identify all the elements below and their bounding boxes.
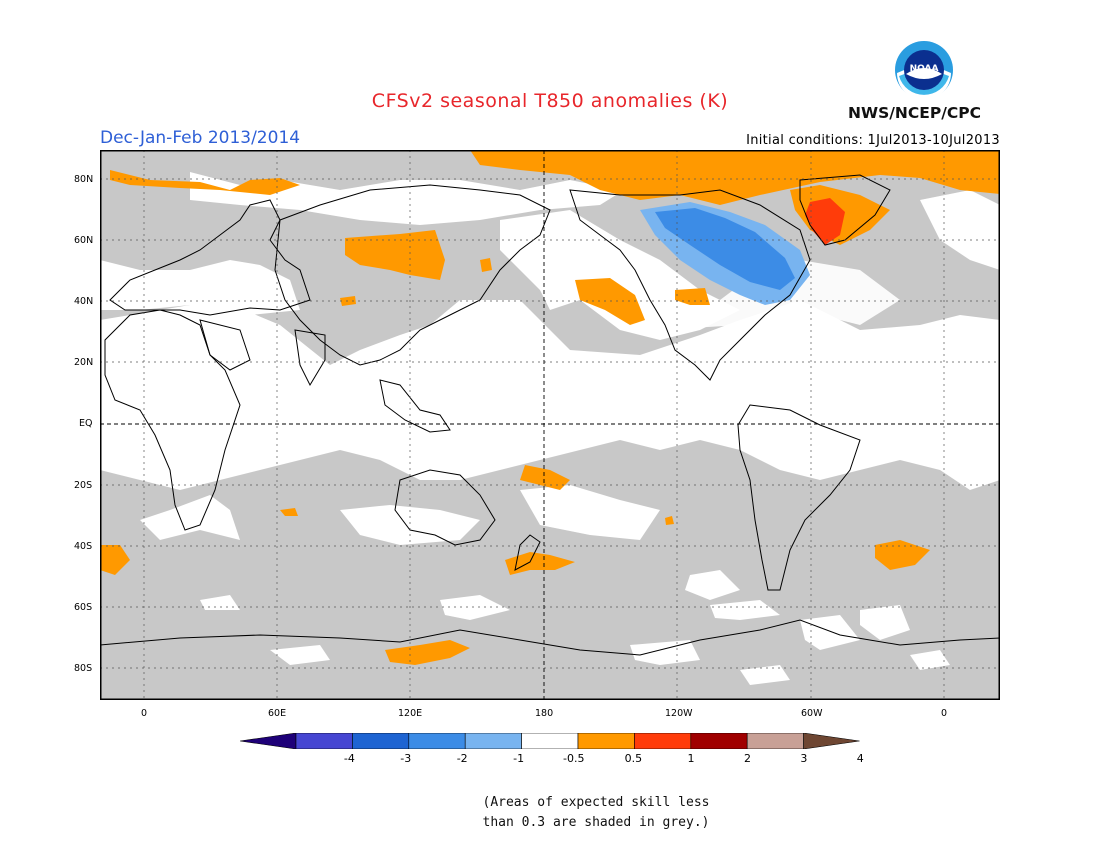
colorbar-swatch	[746, 733, 804, 749]
colorbar-swatch	[521, 733, 579, 749]
colorbar-swatch	[295, 733, 353, 749]
colorbar-swatch	[690, 733, 748, 749]
colorbar-swatch	[408, 733, 466, 749]
colorbar-label: -3	[400, 752, 412, 765]
lat-label-20n: 20N	[74, 357, 94, 368]
footnote-line-1: (Areas of expected skill less	[482, 795, 710, 810]
anomaly-map	[100, 150, 1000, 700]
noaa-logo-text: NOAA	[910, 64, 939, 74]
neutral-regions	[100, 172, 1000, 685]
footnote: (Areas of expected skill less than 0.3 a…	[0, 793, 1100, 833]
colorbar-label: 1	[687, 752, 695, 765]
lat-label-40s: 40S	[74, 541, 93, 552]
lon-label-120e: 120E	[398, 708, 423, 719]
lat-label-20s: 20S	[74, 480, 93, 491]
lat-label-40n: 40N	[74, 296, 94, 307]
colorbar	[240, 733, 860, 749]
colorbar-swatch	[352, 733, 410, 749]
lat-label-60n: 60N	[74, 235, 94, 246]
lat-label-80s: 80S	[74, 663, 93, 674]
colorbar-label: 2	[743, 752, 751, 765]
lat-label-80n: 80N	[74, 174, 94, 185]
lat-label-60s: 60S	[74, 602, 93, 613]
colorbar-swatch	[634, 733, 692, 749]
initial-conditions-label: Initial conditions: 1Jul2013-10Jul2013	[746, 133, 1000, 148]
map-canvas	[100, 150, 1000, 700]
colorbar-label: 0.5	[624, 752, 643, 765]
lon-label-0-east: 0	[941, 708, 948, 719]
equator-dateline	[100, 150, 1000, 700]
colorbar-label: 4	[856, 752, 864, 765]
strong-warm-anomaly-region	[805, 198, 845, 245]
agency-label: NWS/NCEP/CPC	[848, 104, 981, 122]
lat-label-eq: EQ	[79, 418, 93, 429]
lon-label-60w: 60W	[801, 708, 823, 719]
colorbar-swatch	[577, 733, 635, 749]
cool-anomaly-regions	[640, 202, 810, 305]
lon-label-180: 180	[535, 708, 554, 719]
season-label: Dec-Jan-Feb 2013/2014	[100, 128, 301, 148]
colorbar-label: -2	[456, 752, 468, 765]
colorbar-swatch	[464, 733, 522, 749]
colorbar-swatch-left-arrow	[240, 733, 297, 749]
lon-label-0: 0	[141, 708, 148, 719]
map-frame	[100, 150, 1000, 700]
footnote-line-2: than 0.3 are shaded in grey.)	[482, 815, 710, 830]
map-title: CFSv2 seasonal T850 anomalies (K)	[371, 90, 729, 112]
noaa-logo: NOAA	[895, 41, 953, 100]
colorbar-label: -1	[513, 752, 525, 765]
colorbar-swatch-right-arrow	[803, 733, 860, 749]
colorbar-label: -4	[343, 752, 355, 765]
graticule	[100, 150, 1000, 700]
lon-label-120w: 120W	[665, 708, 693, 719]
colorbar-label: 3	[800, 752, 808, 765]
colorbar-label: -0.5	[563, 752, 585, 765]
lon-label-60e: 60E	[268, 708, 287, 719]
